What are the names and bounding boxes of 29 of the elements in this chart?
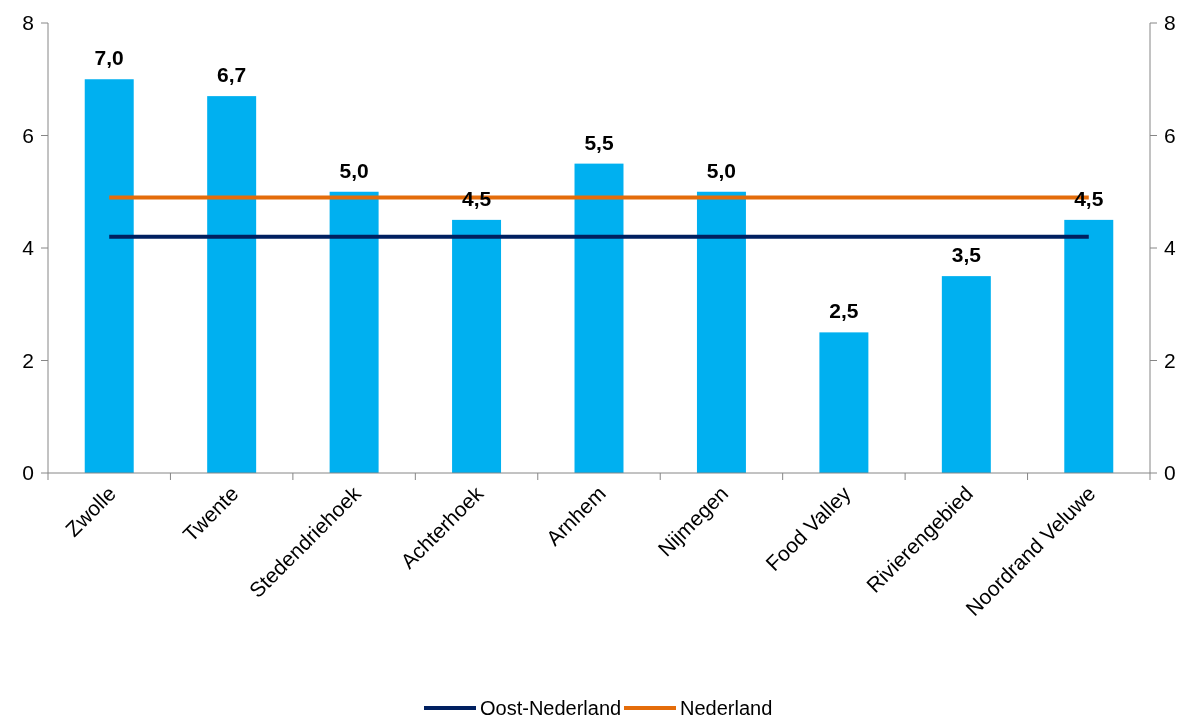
y2-tick-label: 4 [1164,236,1176,260]
legend-label: Oost-Nederland [480,697,622,719]
data-label: 3,5 [951,243,982,267]
data-label: 2,5 [829,299,859,323]
y2-tick-label: 0 [1164,461,1176,485]
legend-label: Nederland [680,697,773,719]
bar [574,163,624,473]
bar [696,191,746,473]
data-label: 7,0 [94,46,124,70]
data-label: 5,5 [584,130,614,154]
y-tick-label: 8 [22,11,34,35]
data-label: 5,0 [339,158,369,182]
y-tick-label: 4 [22,236,35,260]
bar [452,219,502,473]
y-tick-label: 2 [22,348,34,372]
data-label: 4,5 [1074,186,1104,210]
bar [84,79,134,473]
y-tick-label: 0 [22,461,34,485]
y2-tick-label: 8 [1164,11,1176,35]
bar [207,96,257,473]
bar [819,332,869,473]
y-tick-label: 6 [22,123,34,147]
bar [941,276,991,473]
bar [1064,219,1114,473]
bar [329,191,379,473]
y2-tick-label: 2 [1164,348,1176,372]
y2-tick-label: 6 [1164,123,1176,147]
data-label: 5,0 [706,158,737,182]
data-label: 6,7 [217,63,247,87]
